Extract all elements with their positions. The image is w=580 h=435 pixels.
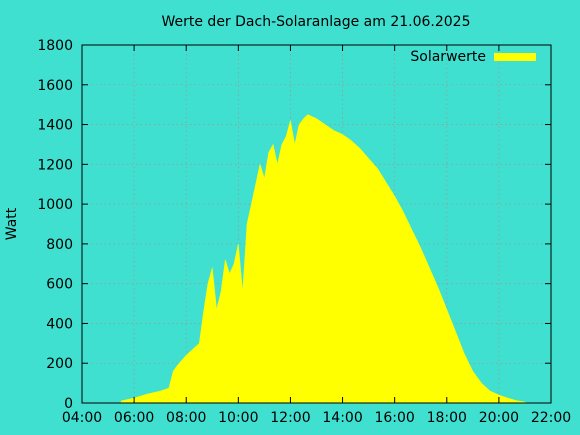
chart-title: Werte der Dach-Solaranlage am 21.06.2025 [161,14,470,30]
y-tick-label: 1800 [37,38,73,54]
y-tick-label: 1000 [37,197,73,213]
x-tick-label: 12:00 [270,410,310,426]
x-tick-label: 14:00 [322,410,362,426]
y-tick-label: 800 [46,237,73,253]
y-tick-label: 400 [46,316,73,332]
legend: Solarwerte [410,49,536,65]
y-tick-label: 600 [46,277,73,293]
legend-swatch-solarwerte [494,53,536,61]
y-tick-label: 1400 [37,118,73,134]
axis-ticks: 04:00 06:00 08:00 10:00 12:00 14:00 16:00 18:00… [37,38,571,426]
y-tick-label: 1200 [37,157,73,173]
x-tick-label: 20:00 [479,410,519,426]
x-tick-label: 18:00 [427,410,467,426]
y-tick-label: 0 [64,396,73,412]
series-area-solarwerte [120,114,528,404]
y-axis-label: Watt [4,207,20,240]
x-tick-label: 16:00 [374,410,414,426]
y-tick-label: 1600 [37,78,73,94]
x-tick-label: 08:00 [166,410,206,426]
x-tick-label: 06:00 [114,410,154,426]
legend-label-solarwerte: Solarwerte [410,49,486,65]
x-tick-label: 04:00 [62,410,102,426]
plot-area [120,114,528,404]
x-tick-label: 22:00 [531,410,571,426]
x-tick-label: 10:00 [218,410,258,426]
plot-frame [81,44,552,404]
y-tick-label: 200 [46,356,73,372]
